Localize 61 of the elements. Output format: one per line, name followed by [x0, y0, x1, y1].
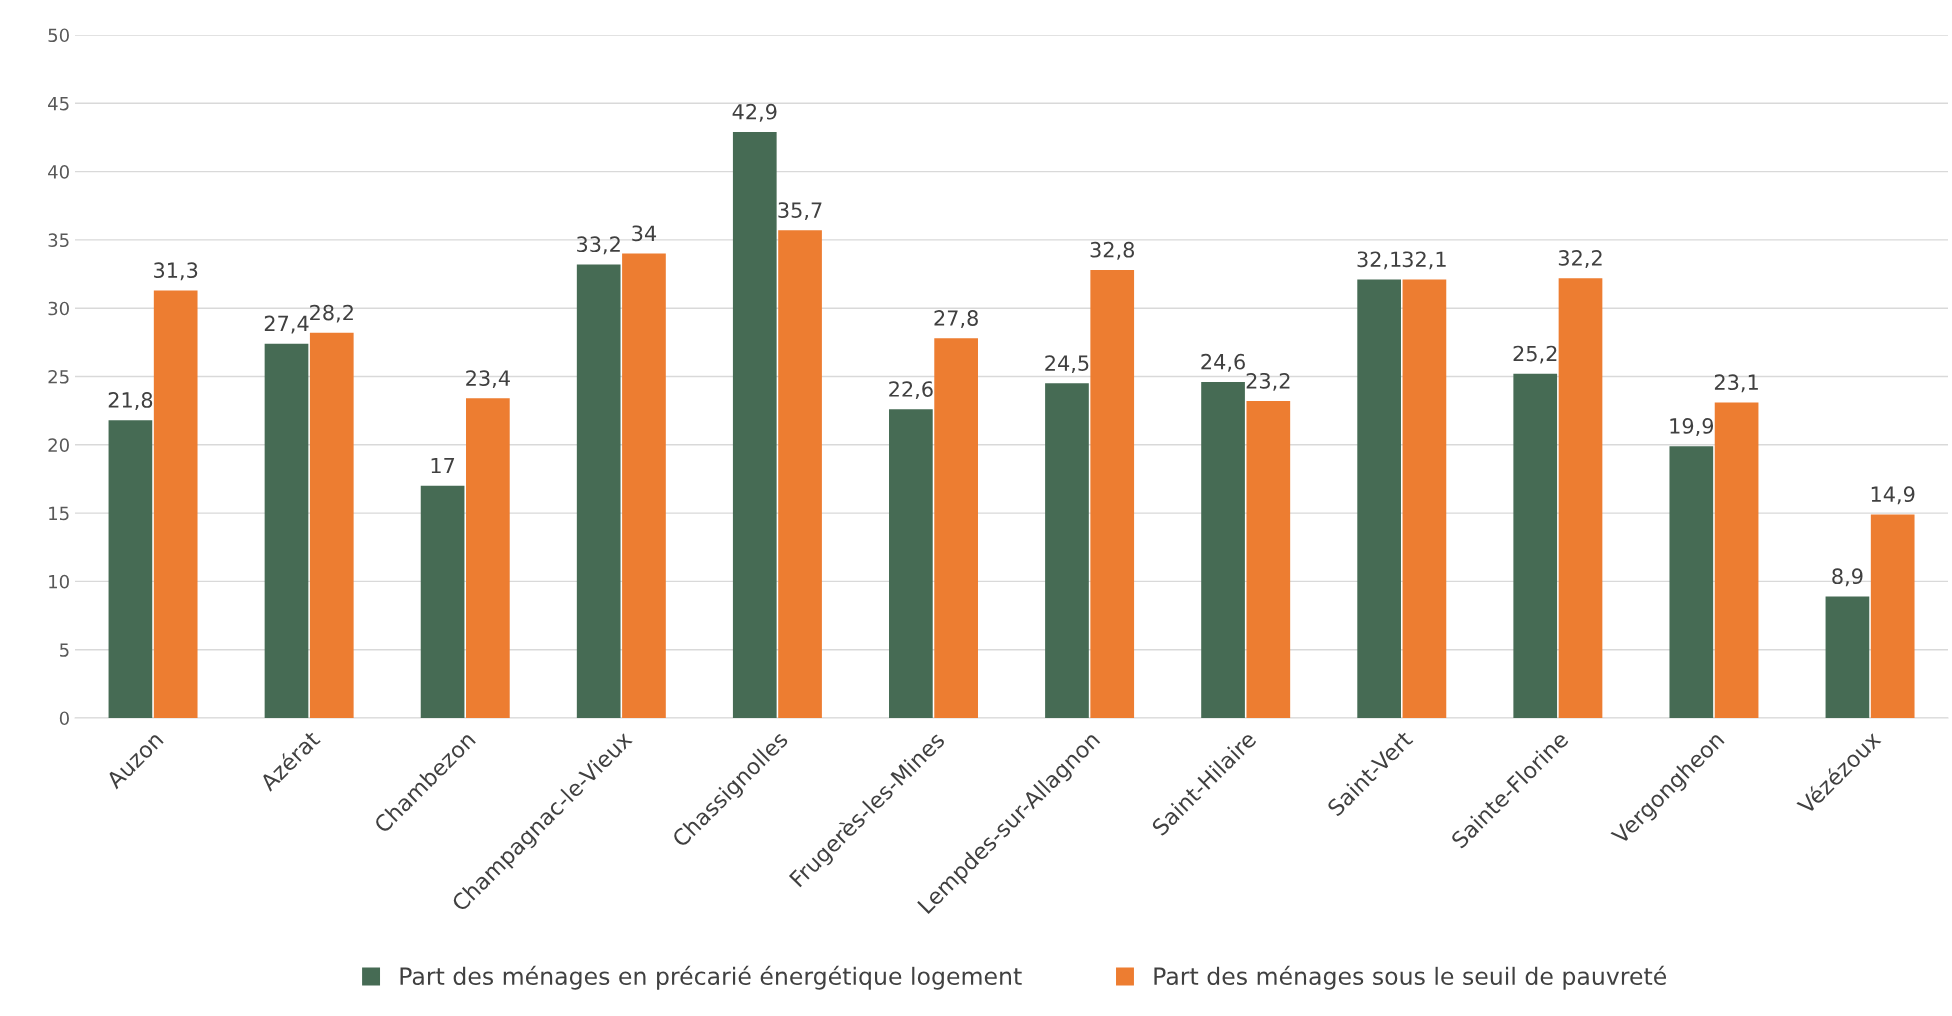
data-label: 27,8: [934, 310, 978, 329]
bar: [622, 253, 666, 718]
bar: [264, 343, 309, 718]
bar: [108, 420, 153, 718]
y-tick-label: 40: [48, 165, 69, 179]
data-label: 24,5: [1045, 355, 1089, 374]
data-label: 32,2: [1558, 250, 1602, 268]
legend-label: Part des ménages sous le seuil de pauvreté: [1154, 965, 1667, 990]
bar: [1402, 279, 1447, 718]
data-label: 32,1: [1357, 251, 1401, 270]
data-label: 22,6: [889, 381, 933, 400]
bar: [1045, 383, 1089, 718]
bar: [1714, 402, 1759, 718]
data-label: 19,9: [1670, 418, 1714, 436]
bar: [1870, 514, 1915, 718]
bar: [420, 485, 465, 718]
y-tick-label: 0: [59, 711, 69, 726]
y-tick-label: 35: [48, 233, 69, 248]
bar: [934, 338, 978, 718]
data-label: 35,7: [778, 202, 822, 221]
bar: [153, 290, 198, 718]
y-tick-label: 10: [49, 574, 69, 589]
data-label: 28,2: [310, 304, 353, 323]
bar: [1669, 446, 1714, 718]
data-label: 42,9: [732, 103, 777, 122]
data-label: 24,6: [1201, 353, 1245, 372]
data-label: 34: [632, 225, 657, 242]
legend-label: Part des ménages en précarié énergétique logement: [400, 965, 1022, 990]
bar: [889, 409, 933, 718]
bar: [1201, 381, 1245, 718]
data-label: 32,1: [1402, 251, 1446, 270]
data-label: 14,9: [1871, 486, 1915, 505]
bar: [1357, 279, 1401, 718]
bar: [778, 230, 822, 718]
y-tick-label: 25: [48, 369, 69, 384]
data-label: 23,4: [466, 370, 510, 389]
data-label: 23,1: [1714, 374, 1758, 393]
bar: [466, 398, 510, 718]
bar: [1558, 278, 1603, 718]
bar: [732, 131, 777, 718]
data-label: 32,8: [1090, 241, 1134, 260]
bar: [1246, 401, 1291, 718]
data-label: 25,2: [1513, 345, 1557, 364]
data-label: 27,4: [264, 315, 309, 334]
y-tick-label: 20: [48, 438, 69, 452]
bar: [309, 332, 354, 718]
y-tick-label: 5: [60, 643, 69, 657]
bar: [1090, 269, 1135, 718]
data-label: 17: [431, 457, 455, 474]
y-tick-label: 30: [48, 301, 69, 316]
bar: [1513, 373, 1558, 718]
y-tick-label: 45: [48, 97, 69, 111]
data-label: 31,3: [154, 262, 198, 281]
data-label: 21,8: [108, 392, 153, 410]
y-tick-label: 50: [48, 28, 69, 43]
bar: [576, 264, 621, 718]
data-label: 23,2: [1246, 372, 1290, 391]
bar: [1825, 596, 1870, 718]
data-label: 8,9: [1832, 568, 1863, 587]
y-tick-label: 15: [49, 506, 69, 521]
data-label: 33,2: [577, 236, 620, 255]
